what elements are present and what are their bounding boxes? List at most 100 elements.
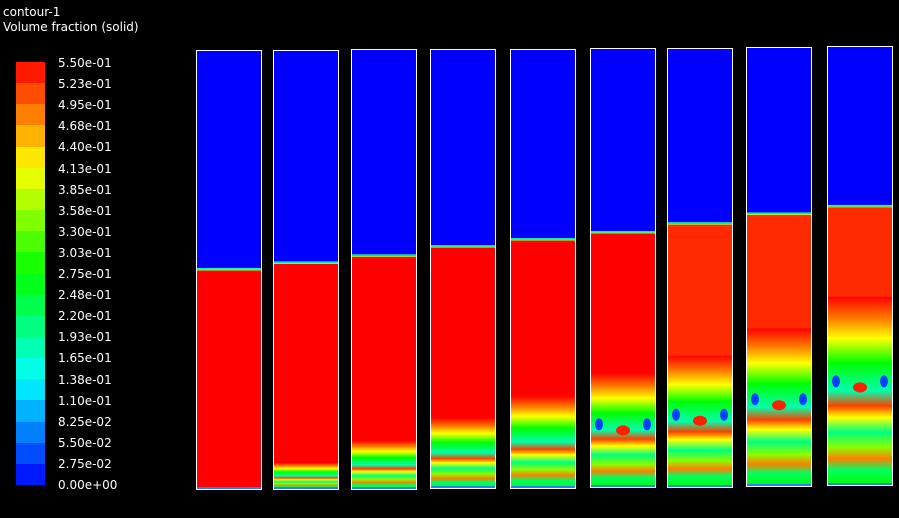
bottom-inlet: [431, 486, 495, 488]
colorbar-tick-label: 3.03e-01: [58, 245, 112, 260]
colorbar-band: [16, 167, 45, 190]
interface: [668, 222, 732, 224]
void-region: [643, 418, 651, 431]
colorbar-tick-label: 5.23e-01: [58, 77, 112, 92]
interface: [668, 223, 732, 225]
colorbar-tick-label: 4.68e-01: [58, 119, 112, 134]
colorbar-band: [16, 210, 45, 232]
colorbar-band: [16, 400, 45, 423]
void-region: [832, 375, 840, 388]
panel-outline: [746, 47, 812, 487]
interface: [591, 230, 655, 233]
colorbar-tick-label: 3.85e-01: [58, 182, 112, 197]
interface: [431, 246, 495, 248]
contour-panel: [590, 48, 656, 488]
contour-panel: [273, 50, 339, 490]
contour-panel: [667, 48, 733, 488]
mixing-region: [431, 417, 495, 488]
interface: [197, 269, 261, 271]
interface: [747, 212, 811, 214]
contour-title: contour-1: [3, 5, 61, 19]
colorbar-band: [16, 463, 45, 486]
colorbar-band: [16, 62, 45, 84]
contour-panel: [196, 50, 262, 490]
contour-panel: [510, 49, 576, 489]
colorbar-band: [16, 188, 45, 211]
dense-region: [772, 400, 786, 411]
dense-region: [853, 382, 867, 393]
mixing-region: [352, 440, 416, 489]
panel-outline: [273, 50, 339, 490]
colorbar-band: [16, 104, 45, 126]
colorbar-tick-label: 5.50e-02: [58, 435, 112, 450]
bottom-inlet: [197, 487, 261, 489]
dense-region: [693, 415, 707, 426]
contour-panel: [827, 46, 893, 486]
colorbar: [16, 62, 45, 486]
colorbar-tick-label: 1.10e-01: [58, 393, 112, 408]
interface: [828, 206, 892, 208]
interface: [828, 204, 892, 207]
void-region: [672, 408, 680, 421]
colorbar-tick-label: 8.25e-02: [58, 414, 112, 429]
colorbar-band: [16, 379, 45, 401]
colorbar-band: [16, 421, 45, 444]
panel-outline: [196, 50, 262, 490]
contour-panel: [351, 49, 417, 490]
colorbar-tick-label: 4.95e-01: [58, 98, 112, 113]
colorbar-band: [16, 83, 45, 105]
void-region: [751, 393, 759, 406]
mixing-region: [274, 462, 338, 489]
void-region: [880, 375, 888, 388]
colorbar-tick-label: 1.38e-01: [58, 372, 112, 387]
colorbar-band: [16, 273, 45, 296]
mixing-region: [511, 396, 575, 488]
panel-outline: [667, 48, 733, 488]
interface: [511, 238, 575, 240]
bottom-inlet: [511, 486, 575, 488]
colorbar-tick-label: 4.13e-01: [58, 161, 112, 176]
colorbar-band: [16, 125, 45, 148]
contour-panel: [746, 47, 812, 487]
dense-region: [616, 425, 630, 436]
bottom-inlet: [274, 487, 338, 489]
colorbar-band: [16, 315, 45, 338]
colorbar-tick-label: 3.58e-01: [58, 203, 112, 218]
interface: [197, 268, 261, 270]
void-region: [799, 393, 807, 406]
contour-panel: [430, 49, 496, 489]
bottom-inlet: [668, 485, 732, 487]
panel-outline: [590, 48, 656, 488]
interface: [274, 261, 338, 263]
colorbar-band: [16, 336, 45, 359]
bed-region: [274, 263, 338, 489]
panel-outline: [827, 46, 893, 486]
colorbar-band: [16, 442, 45, 465]
colorbar-tick-label: 2.75e-02: [58, 456, 112, 471]
colorbar-tick-label: 5.50e-01: [58, 56, 112, 70]
interface: [431, 245, 495, 247]
void-region: [595, 418, 603, 431]
void-region: [720, 408, 728, 421]
bed-region: [197, 270, 261, 489]
bottom-inlet: [591, 485, 655, 487]
colorbar-band: [16, 252, 45, 274]
interface: [511, 239, 575, 241]
interface: [352, 254, 416, 256]
colorbar-tick-label: 3.30e-01: [58, 224, 112, 239]
colorbar-tick-label: 1.93e-01: [58, 330, 112, 345]
interface: [352, 255, 416, 257]
colorbar-band: [16, 146, 45, 169]
colorbar-band: [16, 358, 45, 380]
bottom-inlet: [352, 487, 416, 489]
panel-outline: [351, 49, 417, 490]
colorbar-tick-label: 2.20e-01: [58, 309, 112, 324]
interface: [274, 262, 338, 264]
panel-outline: [430, 49, 496, 489]
bottom-inlet: [747, 484, 811, 486]
interface: [591, 232, 655, 234]
colorbar-tick-label: 1.65e-01: [58, 351, 112, 366]
colorbar-tick-label: 0.00e+00: [58, 478, 118, 492]
colorbar-tick-label: 2.75e-01: [58, 267, 112, 281]
